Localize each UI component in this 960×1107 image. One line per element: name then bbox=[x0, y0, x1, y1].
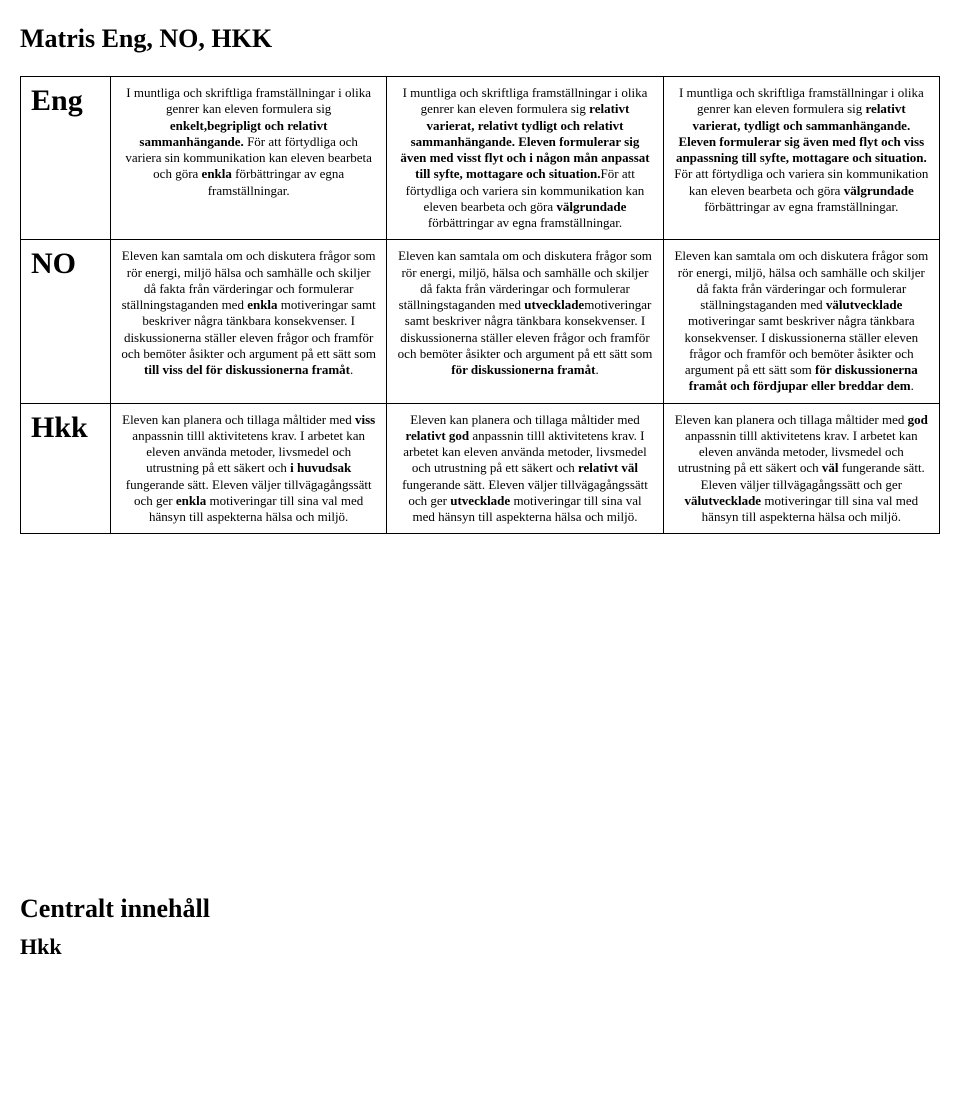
cell-hkk-3: Eleven kan planera och tillaga måltider … bbox=[663, 403, 939, 534]
cell-hkk-2: Eleven kan planera och tillaga måltider … bbox=[387, 403, 663, 534]
matrix-table: Eng I muntliga och skriftliga framställn… bbox=[20, 76, 940, 534]
table-row: NO Eleven kan samtala om och diskutera f… bbox=[21, 240, 940, 403]
subject-cell-eng: Eng bbox=[21, 77, 111, 240]
table-row: Eng I muntliga och skriftliga framställn… bbox=[21, 77, 940, 240]
subject-cell-hkk: Hkk bbox=[21, 403, 111, 534]
table-row: Hkk Eleven kan planera och tillaga målti… bbox=[21, 403, 940, 534]
cell-eng-2: I muntliga och skriftliga framställninga… bbox=[387, 77, 663, 240]
cell-no-2: Eleven kan samtala om och diskutera fråg… bbox=[387, 240, 663, 403]
cell-no-1: Eleven kan samtala om och diskutera fråg… bbox=[111, 240, 387, 403]
cell-no-3: Eleven kan samtala om och diskutera fråg… bbox=[663, 240, 939, 403]
subject-cell-no: NO bbox=[21, 240, 111, 403]
sub-heading: Hkk bbox=[20, 934, 940, 960]
page-title: Matris Eng, NO, HKK bbox=[20, 24, 940, 54]
cell-eng-3: I muntliga och skriftliga framställninga… bbox=[663, 77, 939, 240]
section-heading: Centralt innehåll bbox=[20, 894, 940, 924]
cell-hkk-1: Eleven kan planera och tillaga måltider … bbox=[111, 403, 387, 534]
cell-eng-1: I muntliga och skriftliga framställninga… bbox=[111, 77, 387, 240]
